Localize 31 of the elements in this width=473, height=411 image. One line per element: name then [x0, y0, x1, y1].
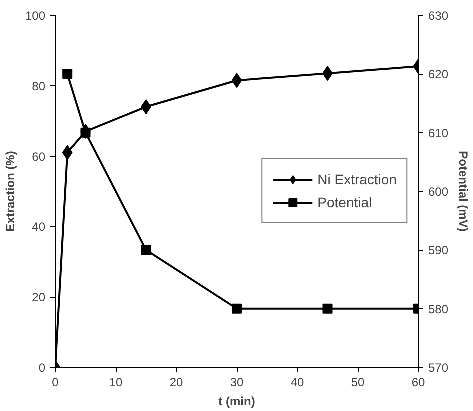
y-tick-label: 0 — [38, 361, 46, 375]
x-tick-label: 40 — [290, 376, 304, 390]
legend-label: Potential — [318, 194, 372, 210]
y-tick-label: 40 — [32, 220, 46, 234]
y-tick-label: 60 — [32, 150, 46, 164]
point — [62, 69, 73, 80]
point — [322, 304, 333, 314]
x-tick-label: 50 — [351, 376, 365, 390]
point — [232, 304, 242, 314]
y2-tick-label: 600 — [428, 185, 449, 199]
x-tick-label: 30 — [230, 376, 244, 390]
point — [232, 73, 242, 88]
point — [62, 145, 73, 160]
y2-tick-label: 580 — [428, 302, 449, 316]
x-axis-title: t (min) — [218, 394, 256, 408]
y2-tick-label: 590 — [428, 244, 449, 258]
point — [141, 245, 152, 256]
x-tick-label: 20 — [170, 376, 184, 390]
y2-tick-label: 610 — [428, 126, 449, 140]
y-tick-label: 100 — [25, 9, 46, 23]
y2-tick-label: 630 — [428, 9, 449, 23]
legend-label: Ni Extraction — [318, 172, 397, 188]
y-axis-title: Extraction (%) — [3, 151, 18, 232]
y2-tick-label: 620 — [428, 68, 449, 82]
x-tick-label: 0 — [52, 376, 60, 390]
y-tick-label: 20 — [32, 290, 46, 305]
x-tick-label: 10 — [109, 376, 123, 390]
y-tick-label: 80 — [32, 79, 46, 94]
y2-axis-title: Potential (mV) — [456, 151, 471, 232]
x-tick-label: 60 — [412, 376, 426, 390]
y2-tick-label: 570 — [428, 361, 449, 375]
